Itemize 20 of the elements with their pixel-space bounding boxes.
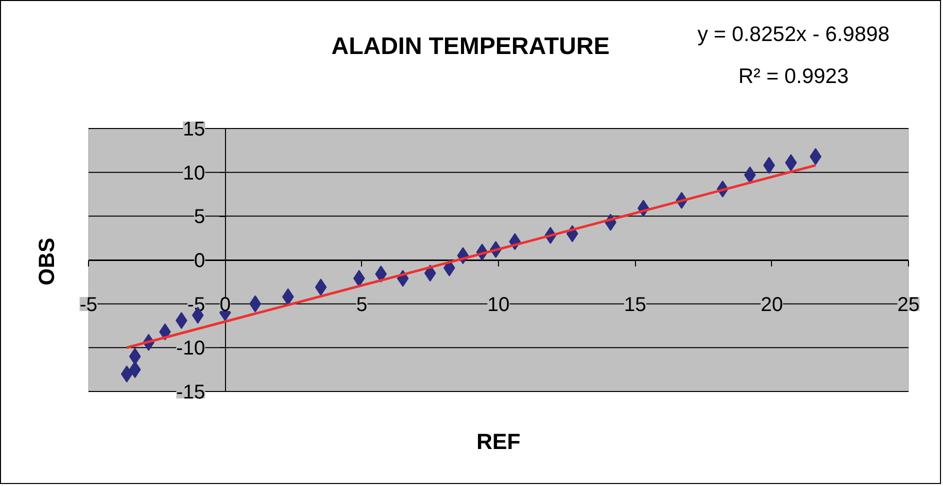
y-tick-label: 10 <box>182 162 206 184</box>
text: y = 0.8252x - 6.9898 <box>697 23 890 46</box>
x-tick-label: 25 <box>897 294 920 316</box>
y-tick-label: 0 <box>194 250 206 272</box>
x-axis-title: REF <box>476 429 520 454</box>
x-tick-label: 0 <box>220 294 231 316</box>
x-tick-label: 20 <box>760 294 783 316</box>
x-tick-label: 5 <box>356 294 368 316</box>
point <box>120 365 133 382</box>
y-tick-label: -15 <box>176 382 206 404</box>
y-axis-title: OBS <box>34 238 59 286</box>
point <box>249 295 262 312</box>
y-tick-label: -10 <box>176 338 206 360</box>
y-tick-label: 15 <box>182 118 206 140</box>
y-tick-label: 5 <box>194 206 206 228</box>
x-tick-label: -5 <box>80 294 98 316</box>
chart-title: ALADIN TEMPERATURE <box>331 33 610 60</box>
text: R² = 0.9923 <box>738 65 849 88</box>
x-tick-label: 15 <box>624 294 646 316</box>
x-tick-label: 10 <box>487 294 510 316</box>
